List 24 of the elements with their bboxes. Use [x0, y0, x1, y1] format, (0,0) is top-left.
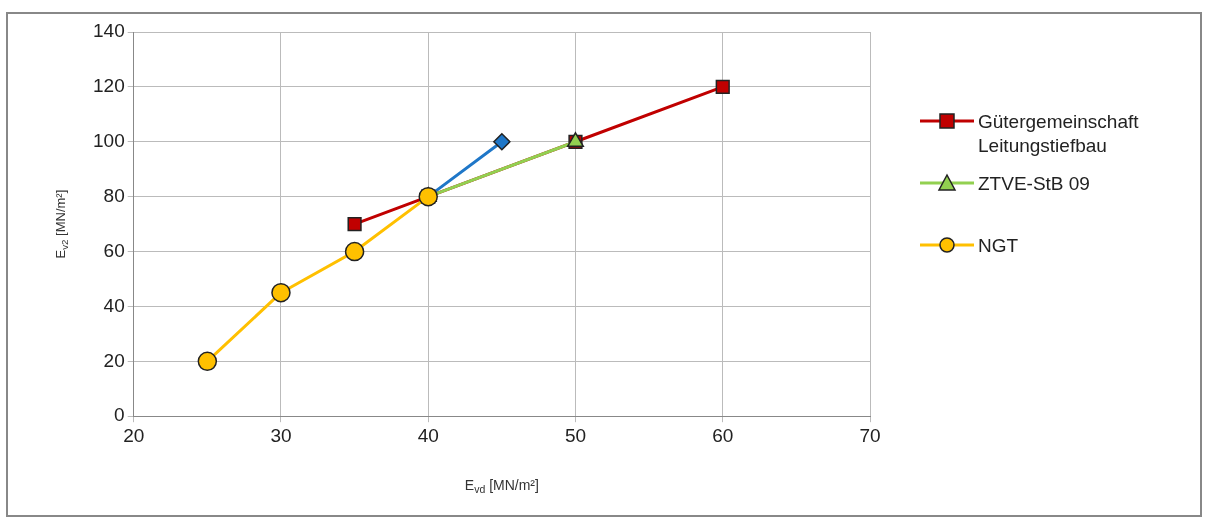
- legend-label: NGT: [978, 234, 1019, 258]
- x-tick-label: 30: [270, 424, 292, 446]
- point: [197, 351, 218, 372]
- y-tick-label: 0: [114, 404, 125, 426]
- point: [493, 133, 511, 151]
- y-axis-title: Ev2 [MN/m²]: [53, 189, 71, 259]
- y-tick-label: 60: [103, 239, 125, 261]
- x-tick-label: 60: [712, 424, 734, 446]
- point: [344, 241, 365, 262]
- legend-label: Gütergemeinschaft Leitungstiefbau: [978, 110, 1140, 158]
- x-tick-label: 70: [859, 424, 881, 446]
- point: [347, 216, 362, 232]
- y-tick-label: 80: [103, 184, 125, 206]
- point: [271, 282, 291, 303]
- point: [715, 79, 730, 94]
- y-tick-label: 100: [93, 130, 125, 152]
- x-tick-label: 50: [564, 424, 587, 446]
- y-tick-label: 40: [103, 294, 125, 316]
- y-tick-label: 140: [93, 20, 125, 42]
- y-tick-label: 20: [103, 349, 125, 371]
- legend-label: ZTVE-StB 09: [978, 172, 1090, 196]
- x-tick-label: 20: [123, 424, 145, 446]
- x-tick-label: 40: [417, 424, 439, 446]
- y-tick-label: 120: [93, 75, 125, 97]
